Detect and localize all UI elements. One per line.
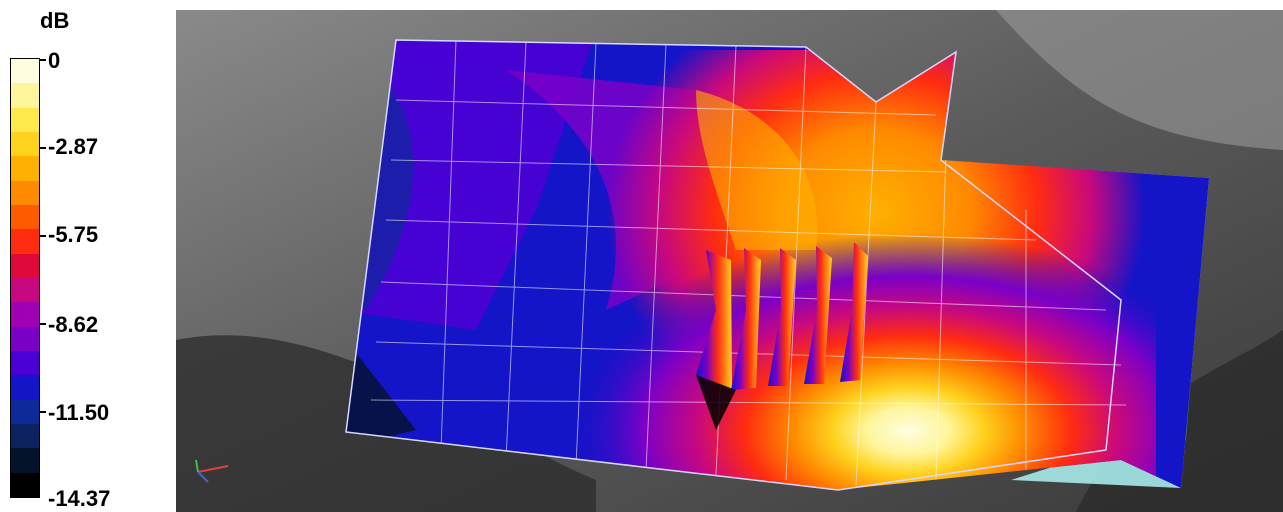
legend-tick (40, 147, 46, 149)
legend-swatch (11, 302, 39, 327)
legend-swatch (11, 253, 39, 278)
legend-tick (40, 59, 46, 61)
legend-swatch (11, 229, 39, 254)
vane (768, 248, 796, 386)
scene-render (176, 10, 1283, 512)
legend-swatch (11, 107, 39, 132)
vane-shadow (696, 375, 736, 430)
legend-tick-label: 0 (48, 48, 61, 73)
color-legend: dB 0 -2.87 -5.75 -8.62 -11.50 -14.37 (0, 0, 176, 512)
legend-swatch (11, 350, 39, 376)
vane (696, 250, 732, 390)
legend-tick-label: -2.87 (48, 134, 99, 159)
legend-tick (40, 323, 46, 325)
legend-colorbar (10, 58, 40, 498)
legend-swatch (11, 423, 39, 449)
legend-swatch (11, 375, 39, 400)
vane-array (696, 242, 868, 430)
legend-swatch (11, 131, 39, 157)
legend-tick-label: -8.62 (48, 312, 99, 337)
legend-swatch (11, 83, 39, 108)
legend-swatch (11, 399, 39, 424)
legend-swatch (11, 277, 39, 303)
3d-viewport[interactable] (176, 10, 1283, 512)
legend-tick-label: -14.37 (48, 486, 111, 511)
legend-tick (40, 235, 46, 237)
legend-swatch (11, 472, 39, 497)
legend-swatch (11, 156, 39, 181)
vane (840, 242, 868, 382)
legend-swatch (11, 59, 39, 84)
vane (804, 246, 832, 384)
legend-swatch (11, 326, 39, 351)
legend-tick (40, 411, 46, 413)
surface-outline (345, 39, 1122, 491)
legend-unit-label: dB (40, 8, 70, 33)
legend-tick-label: -11.50 (48, 400, 110, 425)
legend-swatch (11, 180, 39, 205)
background-shape (996, 10, 1283, 150)
legend-tick-label: -5.75 (48, 222, 99, 247)
legend-swatch (11, 448, 39, 473)
vane (731, 248, 761, 390)
axis-triad-icon (195, 459, 229, 483)
legend-swatch (11, 204, 39, 230)
